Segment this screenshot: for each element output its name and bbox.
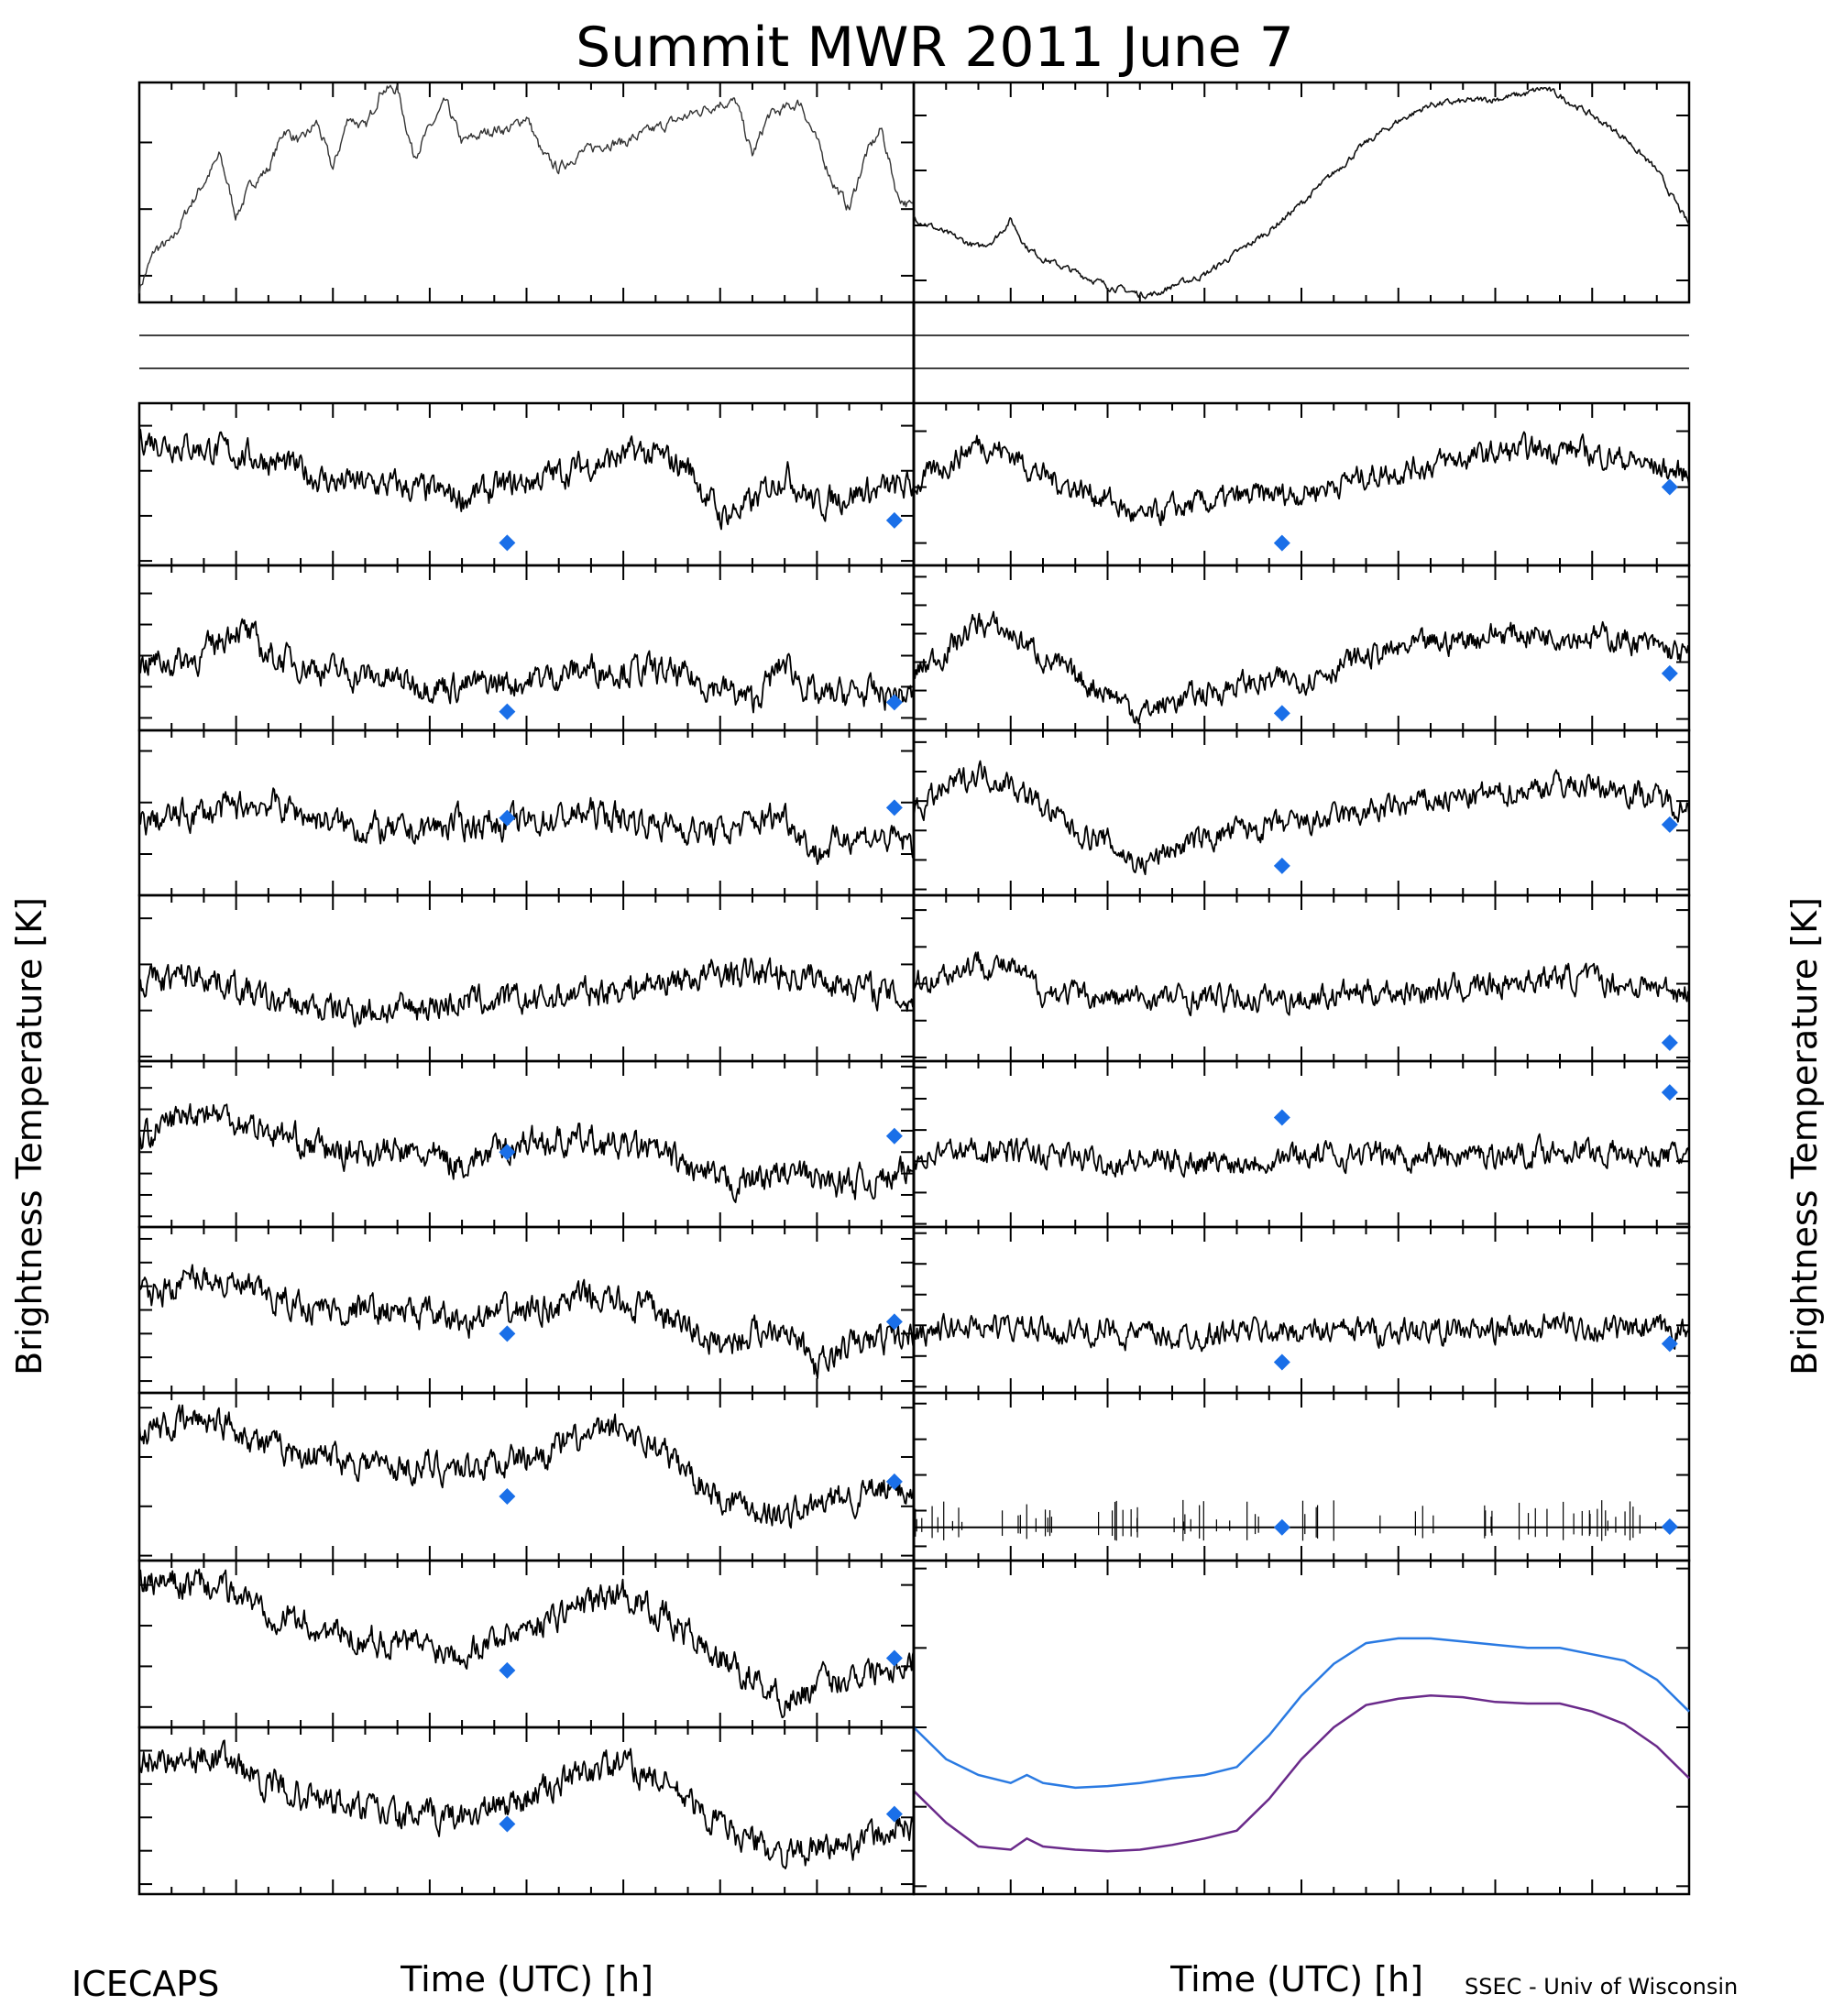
sounding-marker (885, 511, 903, 529)
trace-f2624 (138, 1102, 915, 1203)
sounding-marker (1661, 1518, 1678, 1536)
panel-frame-f90 (137, 564, 916, 732)
sounding-marker (1661, 1084, 1678, 1101)
sounding-marker (1273, 1518, 1290, 1536)
trace-f5386 (913, 1133, 1690, 1178)
trace-f2304 (138, 1568, 915, 1719)
panel-group (137, 81, 1691, 1896)
left-y-axis-label: Brightness Temperature [K] (9, 897, 49, 1375)
sounding-marker (499, 1325, 516, 1342)
sounding-marker (1661, 664, 1678, 682)
sounding-marker (885, 1805, 903, 1823)
sounding-marker (499, 534, 516, 552)
blackbody-line-1 (913, 1694, 1690, 1853)
panel-frame-f5730 (912, 564, 1691, 732)
sounding-marker (499, 1488, 516, 1506)
panel-frame-f3140 (137, 729, 916, 897)
sounding-marker (885, 1313, 903, 1331)
figure-title: Summit MWR 2011 June 7 (576, 16, 1294, 80)
sounding-marker (1661, 816, 1678, 833)
trace-f5666 (913, 760, 1690, 876)
trace-f2784 (138, 957, 915, 1028)
sounding-marker (499, 809, 516, 827)
sounding-marker (885, 1649, 903, 1667)
trace-f2544 (138, 1264, 915, 1379)
sounding-marker (1273, 857, 1290, 874)
panel-frame-f5228 (912, 1225, 1691, 1395)
left-x-axis-label: Time (UTC) [h] (400, 1959, 653, 2000)
panel-frame-f2384 (137, 1391, 916, 1562)
panel-frame-f2784 (137, 893, 916, 1063)
panel-frame-f58 (912, 401, 1691, 567)
trace-temp (913, 86, 1690, 300)
sounding-marker (499, 1815, 516, 1833)
trace-rh (138, 84, 915, 294)
trace-f5730 (913, 610, 1690, 725)
trace-f5228 (913, 1311, 1690, 1353)
trace-f3140 (138, 787, 915, 865)
right-y-axis-label: Brightness Temperature [K] (1784, 897, 1825, 1375)
trace-f5494 (913, 951, 1690, 1017)
sounding-marker (499, 1661, 516, 1679)
panel-frame-temp (912, 81, 1691, 304)
sounding-marker (885, 694, 903, 711)
right-x-axis-label: Time (UTC) [h] (1169, 1959, 1423, 2000)
footer-right: SSEC - Univ of Wisconsin (1465, 1974, 1738, 2000)
sounding-marker (1273, 534, 1290, 552)
panel-frame-f5386 (912, 1059, 1691, 1229)
trace-f2224 (138, 1739, 915, 1869)
sounding-marker (885, 1473, 903, 1490)
sounding-marker (1273, 705, 1290, 722)
panel-frame-f5666 (912, 729, 1691, 897)
panel-frame-rh (137, 81, 916, 304)
sounding-marker (1273, 1109, 1290, 1126)
panel-frame-f2224 (137, 1726, 916, 1896)
panel-frame-blackbody (912, 1559, 1691, 1896)
sounding-marker (1661, 478, 1678, 496)
sounding-marker (1273, 1353, 1290, 1371)
panel-frame-f2304 (137, 1559, 916, 1729)
sounding-marker (499, 703, 516, 720)
sounding-marker (1661, 1335, 1678, 1353)
trace-f2384 (138, 1404, 915, 1529)
sounding-marker (499, 1144, 516, 1161)
trace-f150 (138, 428, 915, 531)
trace-f90 (138, 618, 915, 714)
panel-frame-f5126 (912, 1391, 1691, 1562)
sounding-marker (885, 799, 903, 816)
footer-left: ICECAPS (71, 1964, 219, 2004)
blackbody-line-0 (913, 1637, 1690, 1790)
sounding-marker (1661, 1034, 1678, 1051)
trace-f58 (913, 431, 1690, 527)
sounding-marker (885, 1127, 903, 1145)
